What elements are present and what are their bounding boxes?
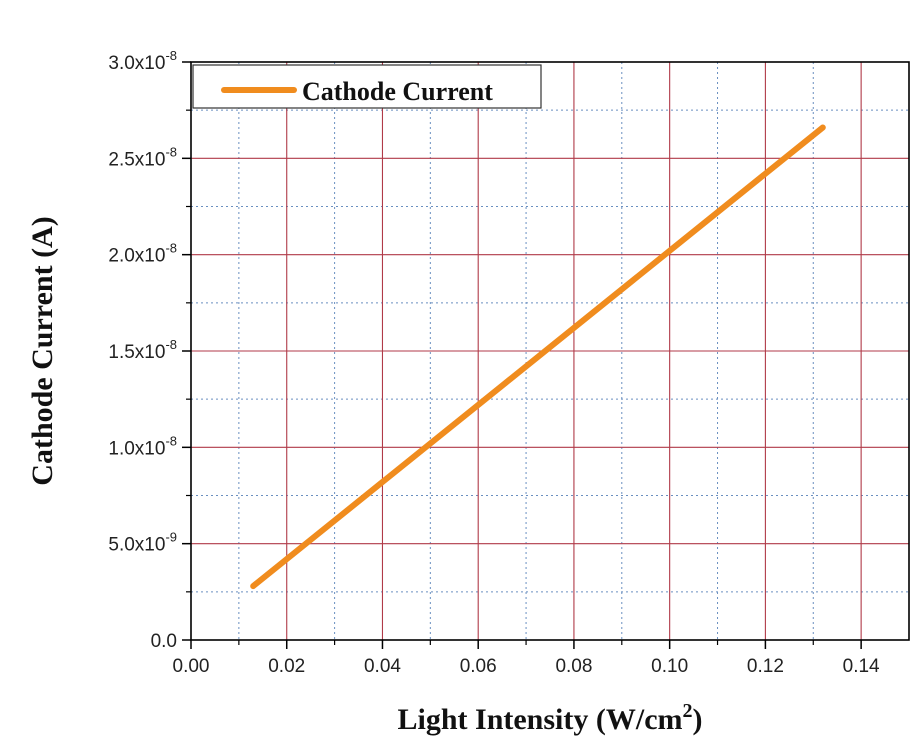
- y-tick-label-base: 5.0x10: [108, 535, 165, 556]
- x-axis-title-superscript: 2: [683, 700, 693, 722]
- y-tick-label-base: 1.5x10: [108, 342, 165, 363]
- x-axis-title-suffix: ): [693, 703, 703, 736]
- series-line-cathode-current: [250, 124, 826, 590]
- y-tick-label-exponent: -8: [165, 48, 177, 63]
- y-tick-label: 2.0x10-8: [108, 241, 177, 267]
- grid: [191, 62, 909, 640]
- legend: Cathode Current: [192, 64, 542, 109]
- y-tick-label-base: 3.0x10: [108, 53, 165, 74]
- y-tick-label: 0.0: [151, 631, 177, 652]
- x-tick-label: 0.00: [173, 656, 210, 677]
- y-tick-label: 1.5x10-8: [108, 337, 177, 363]
- y-tick-label: 2.5x10-8: [108, 144, 177, 170]
- x-tick-label: 0.10: [651, 656, 688, 677]
- y-tick-label-exponent: -8: [165, 144, 177, 159]
- x-axis-title: Light Intensity (W/cm2): [398, 700, 703, 736]
- x-tick-label: 0.02: [268, 656, 305, 677]
- y-tick-label: 3.0x10-8: [108, 48, 177, 74]
- y-tick-label-exponent: -8: [165, 337, 177, 352]
- y-tick-label-base: 1.0x10: [108, 438, 165, 459]
- y-tick-label: 5.0x10-9: [108, 530, 177, 556]
- x-tick-label: 0.08: [555, 656, 592, 677]
- y-tick-label-exponent: -8: [165, 241, 177, 256]
- y-tick-label-base: 2.0x10: [108, 246, 165, 267]
- y-tick-label-exponent: -9: [165, 530, 177, 545]
- y-tick-label: 1.0x10-8: [108, 433, 177, 459]
- legend-box: [192, 64, 542, 109]
- x-tick-labels: 0.00 0.02 0.04 0.06 0.08 0.10 0.12 0.14: [173, 656, 881, 677]
- x-tick-label: 0.04: [364, 656, 401, 677]
- y-tick-labels: 0.05.0x10-91.0x10-81.5x10-82.0x10-82.5x1…: [108, 48, 177, 652]
- x-tick-label: 0.12: [747, 656, 784, 677]
- y-tick-label-base: 2.5x10: [108, 149, 165, 170]
- y-tick-label-exponent: -8: [165, 433, 177, 448]
- x-axis-title-text: Light Intensity (W/cm: [398, 703, 683, 736]
- series-layer: [250, 124, 826, 590]
- y-axis-title: Cathode Current (A): [26, 216, 59, 485]
- x-tick-label: 0.06: [460, 656, 497, 677]
- ticks: [182, 61, 862, 649]
- x-tick-label: 0.14: [843, 656, 880, 677]
- legend-label: Cathode Current: [302, 77, 493, 106]
